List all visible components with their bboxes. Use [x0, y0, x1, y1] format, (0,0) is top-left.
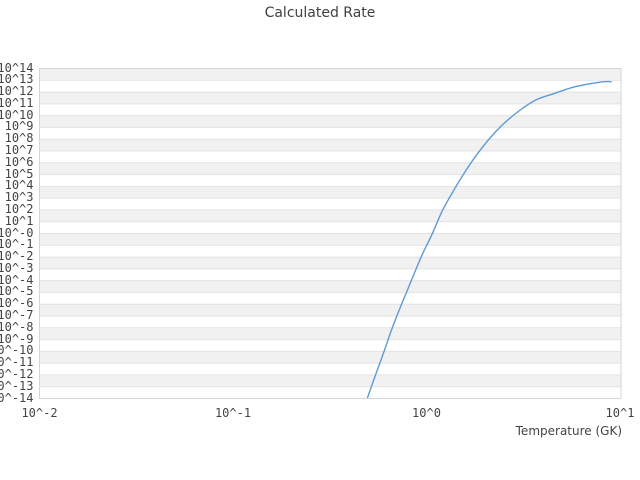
x-tick-label: 10^1	[605, 406, 635, 420]
y-tick-label: 10^-14	[0, 390, 34, 405]
stripe-band	[39, 139, 621, 151]
y-tick-label: 10^11	[0, 95, 34, 110]
y-tick-label: 10^2	[4, 201, 34, 216]
y-tick-label: 10^4	[4, 178, 34, 193]
stripe-band	[39, 92, 621, 104]
stripe-band	[39, 374, 621, 387]
y-tick-label: 10^-5	[0, 284, 34, 299]
plot-area	[39, 68, 622, 403]
y-tick-label: 10^1	[4, 213, 34, 228]
plot-canvas	[39, 68, 622, 399]
y-tick-label: 10^9	[4, 119, 34, 134]
chart-title: Calculated Rate	[264, 5, 376, 21]
y-tick-label: 10^6	[4, 154, 34, 169]
y-tick-label: 10^10	[0, 107, 34, 122]
stripe-band	[39, 351, 621, 364]
stripe-band	[39, 209, 621, 222]
rate-curve	[366, 80, 612, 398]
stripe-band	[39, 257, 621, 269]
y-tick-label: 10^-7	[0, 308, 34, 322]
y-tick-label: 10^8	[4, 131, 34, 146]
y-tick-label: 10^5	[4, 166, 34, 181]
x-tick-label: 10^0	[412, 406, 441, 420]
stripe-band	[39, 233, 621, 246]
stripe-band	[39, 280, 621, 293]
y-tick-label: 10^14	[0, 60, 34, 75]
y-tick-label: 10^-11	[0, 355, 34, 370]
x-axis-title: Temperature (GK)	[515, 424, 622, 438]
y-tick-label: 10^13	[0, 72, 34, 87]
y-tick-label: 10^-12	[0, 366, 34, 381]
y-tick-label: 10^12	[0, 84, 34, 99]
y-tick-label: 10^3	[4, 190, 34, 205]
stripe-band	[39, 186, 621, 199]
y-tick-label: 10^-10	[0, 343, 34, 358]
y-tick-label: 10^-0	[0, 225, 34, 240]
y-tick-label: 10^-9	[0, 331, 34, 346]
stripe-band	[39, 68, 621, 81]
y-tick-label: 10^7	[4, 143, 34, 157]
x-tick-label: 10^-2	[21, 406, 58, 420]
y-tick-label: 10^-6	[0, 296, 34, 311]
stripe-band	[39, 162, 621, 175]
y-tick-label: 10^-2	[0, 249, 34, 264]
y-tick-label: 10^-13	[0, 378, 34, 393]
stripe-band	[39, 304, 621, 316]
stripe-band	[39, 115, 621, 128]
stripe-band	[39, 327, 621, 340]
x-tick-label: 10^-1	[214, 406, 252, 420]
plot-border	[39, 68, 622, 399]
y-tick-label: 10^-3	[0, 260, 34, 275]
y-tick-label: 10^-8	[0, 319, 34, 334]
y-tick-label: 10^-4	[0, 272, 34, 287]
y-tick-label: 10^-1	[0, 237, 34, 252]
